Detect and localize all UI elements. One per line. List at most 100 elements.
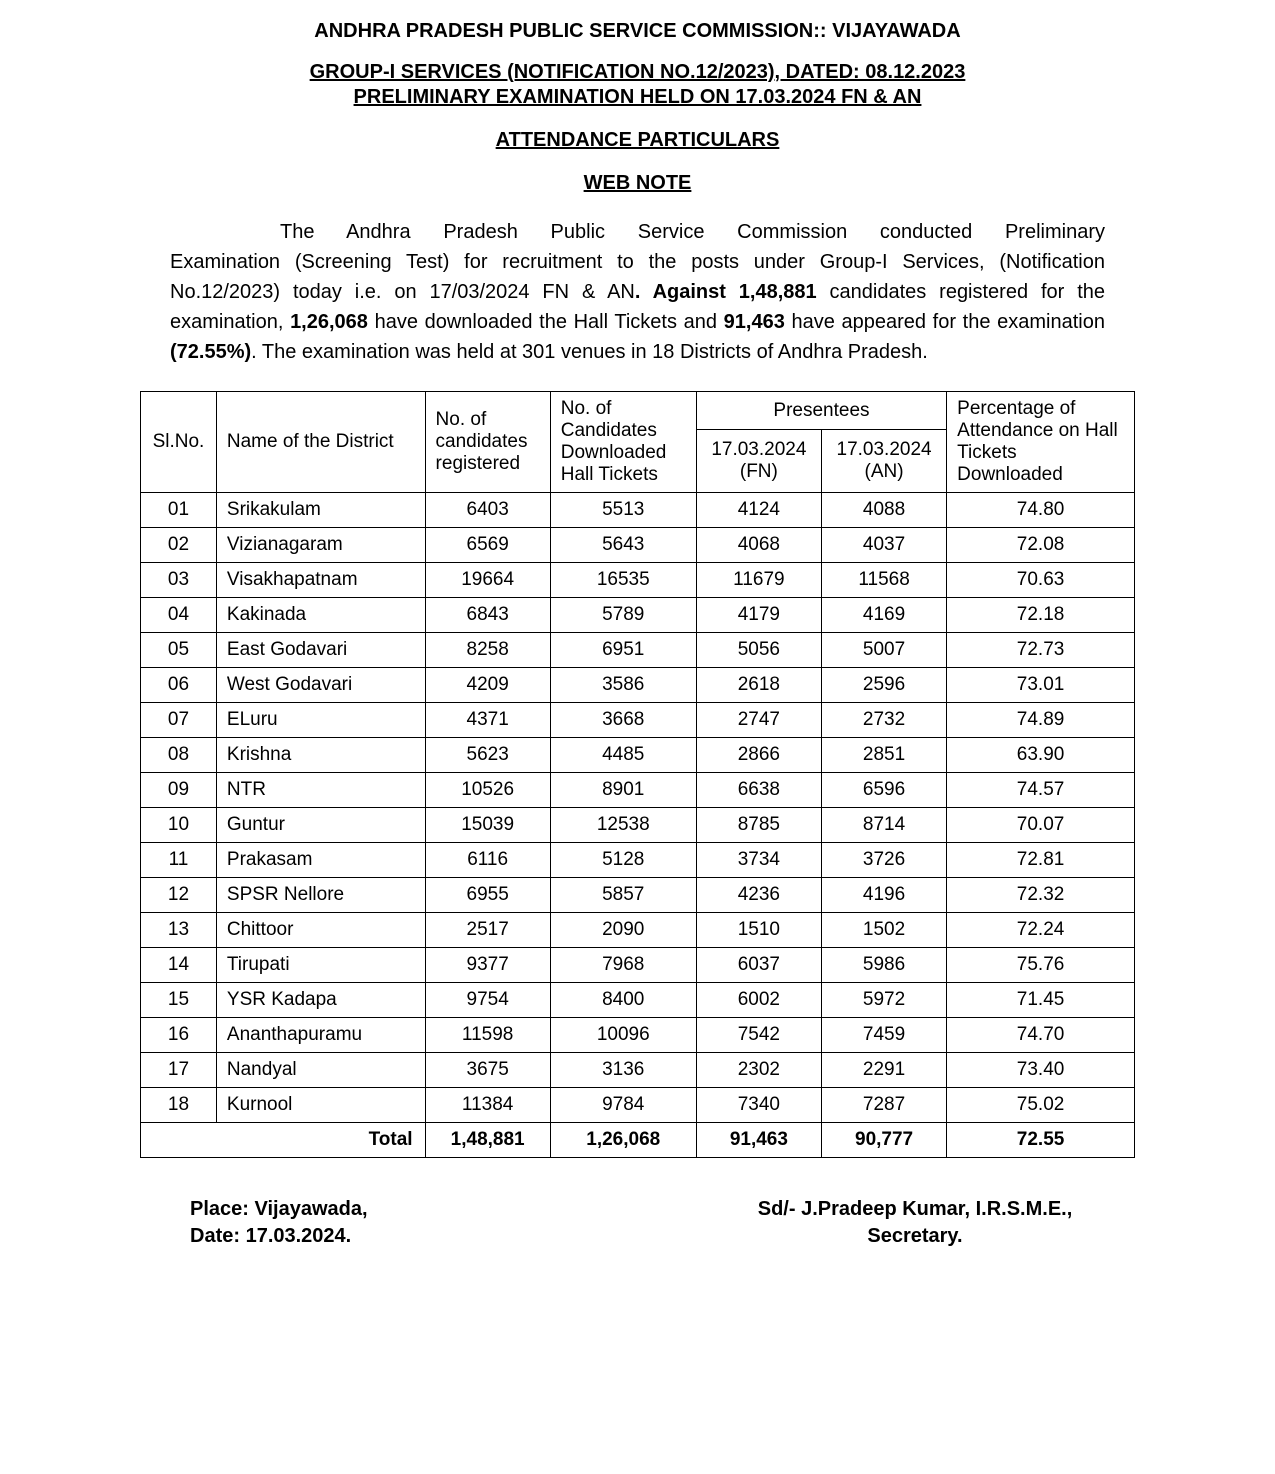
notice-line-2: PRELIMINARY EXAMINATION HELD ON 17.03.20…: [140, 86, 1135, 109]
cell-hall: 16535: [550, 563, 696, 598]
cell-pct: 75.02: [947, 1088, 1135, 1123]
cell-fn: 1510: [696, 913, 821, 948]
cell-registered: 6955: [425, 878, 550, 913]
body-text-g: have downloaded the Hall Tickets and: [368, 311, 724, 333]
cell-registered: 6403: [425, 493, 550, 528]
col-slno: Sl.No.: [141, 392, 217, 493]
page: ANDHRA PRADESH PUBLIC SERVICE COMMISSION…: [0, 0, 1275, 1474]
cell-registered: 11384: [425, 1088, 550, 1123]
cell-pct: 72.08: [947, 528, 1135, 563]
cell-registered: 8258: [425, 633, 550, 668]
cell-fn: 6002: [696, 983, 821, 1018]
table-row: 13Chittoor251720901510150272.24: [141, 913, 1135, 948]
table-row: 03Visakhapatnam1966416535116791156870.63: [141, 563, 1135, 598]
cell-district: East Godavari: [216, 633, 425, 668]
cell-registered: 15039: [425, 808, 550, 843]
cell-fn: 4068: [696, 528, 821, 563]
cell-pct: 73.40: [947, 1053, 1135, 1088]
cell-registered: 5623: [425, 738, 550, 773]
cell-pct: 70.07: [947, 808, 1135, 843]
cell-an: 4169: [821, 598, 946, 633]
cell-an: 2851: [821, 738, 946, 773]
cell-an: 5972: [821, 983, 946, 1018]
cell-sl: 18: [141, 1088, 217, 1123]
cell-sl: 11: [141, 843, 217, 878]
footer: Place: Vijayawada, Date: 17.03.2024. Sd/…: [190, 1198, 1085, 1252]
cell-registered: 6569: [425, 528, 550, 563]
col-presentees: Presentees: [696, 392, 946, 430]
cell-an: 4037: [821, 528, 946, 563]
cell-district: ELuru: [216, 703, 425, 738]
cell-registered: 10526: [425, 773, 550, 808]
table-row-total: Total1,48,8811,26,06891,46390,77772.55: [141, 1123, 1135, 1158]
cell-hall: 5789: [550, 598, 696, 633]
table-row: 09NTR1052689016638659674.57: [141, 773, 1135, 808]
col-district: Name of the District: [216, 392, 425, 493]
cell-hall: 6951: [550, 633, 696, 668]
cell-fn: 6037: [696, 948, 821, 983]
body-paragraph: The Andhra Pradesh Public Service Commis…: [170, 217, 1105, 367]
table-row: 18Kurnool1138497847340728775.02: [141, 1088, 1135, 1123]
body-text-c: . Against: [635, 281, 739, 303]
cell-district: Visakhapatnam: [216, 563, 425, 598]
cell-district: Krishna: [216, 738, 425, 773]
cell-district: Guntur: [216, 808, 425, 843]
table-header: Sl.No. Name of the District No. of candi…: [141, 392, 1135, 493]
cell-fn: 7340: [696, 1088, 821, 1123]
cell-district: NTR: [216, 773, 425, 808]
footer-designation: Secretary.: [745, 1225, 1085, 1248]
table-row: 11Prakasam611651283734372672.81: [141, 843, 1135, 878]
cell-total-fn: 91,463: [696, 1123, 821, 1158]
cell-district: Kurnool: [216, 1088, 425, 1123]
attendance-table: Sl.No. Name of the District No. of candi…: [140, 391, 1135, 1158]
attendance-heading: ATTENDANCE PARTICULARS: [140, 129, 1135, 152]
cell-sl: 06: [141, 668, 217, 703]
cell-an: 1502: [821, 913, 946, 948]
cell-total-an: 90,777: [821, 1123, 946, 1158]
cell-total-hall: 1,26,068: [550, 1123, 696, 1158]
cell-registered: 6843: [425, 598, 550, 633]
cell-fn: 2302: [696, 1053, 821, 1088]
cell-hall: 10096: [550, 1018, 696, 1053]
table-row: 06West Godavari420935862618259673.01: [141, 668, 1135, 703]
cell-registered: 6116: [425, 843, 550, 878]
cell-registered: 19664: [425, 563, 550, 598]
notice-line-1: GROUP-I SERVICES (NOTIFICATION NO.12/202…: [140, 61, 1135, 84]
cell-district: Kakinada: [216, 598, 425, 633]
cell-hall: 3668: [550, 703, 696, 738]
cell-district: Nandyal: [216, 1053, 425, 1088]
table-row: 15YSR Kadapa975484006002597271.45: [141, 983, 1135, 1018]
cell-fn: 4236: [696, 878, 821, 913]
cell-sl: 02: [141, 528, 217, 563]
body-text-k: . The examination was held at 301 venues…: [251, 341, 928, 363]
cell-registered: 11598: [425, 1018, 550, 1053]
cell-sl: 09: [141, 773, 217, 808]
cell-fn: 4124: [696, 493, 821, 528]
cell-pct: 74.57: [947, 773, 1135, 808]
cell-sl: 07: [141, 703, 217, 738]
body-appeared-count: 91,463: [724, 311, 785, 333]
cell-sl: 15: [141, 983, 217, 1018]
cell-fn: 5056: [696, 633, 821, 668]
cell-district: West Godavari: [216, 668, 425, 703]
cell-sl: 14: [141, 948, 217, 983]
cell-an: 5986: [821, 948, 946, 983]
cell-hall: 4485: [550, 738, 696, 773]
cell-fn: 4179: [696, 598, 821, 633]
cell-district: Tirupati: [216, 948, 425, 983]
col-fn: 17.03.2024 (FN): [696, 430, 821, 493]
cell-fn: 3734: [696, 843, 821, 878]
table-row: 01Srikakulam640355134124408874.80: [141, 493, 1135, 528]
cell-district: YSR Kadapa: [216, 983, 425, 1018]
table-row: 02Vizianagaram656956434068403772.08: [141, 528, 1135, 563]
cell-total-pct: 72.55: [947, 1123, 1135, 1158]
cell-hall: 5128: [550, 843, 696, 878]
cell-pct: 74.80: [947, 493, 1135, 528]
cell-sl: 16: [141, 1018, 217, 1053]
cell-total-registered: 1,48,881: [425, 1123, 550, 1158]
table-body: 01Srikakulam640355134124408874.8002Vizia…: [141, 493, 1135, 1158]
cell-an: 2291: [821, 1053, 946, 1088]
table-row: 05East Godavari825869515056500772.73: [141, 633, 1135, 668]
cell-registered: 2517: [425, 913, 550, 948]
cell-fn: 11679: [696, 563, 821, 598]
